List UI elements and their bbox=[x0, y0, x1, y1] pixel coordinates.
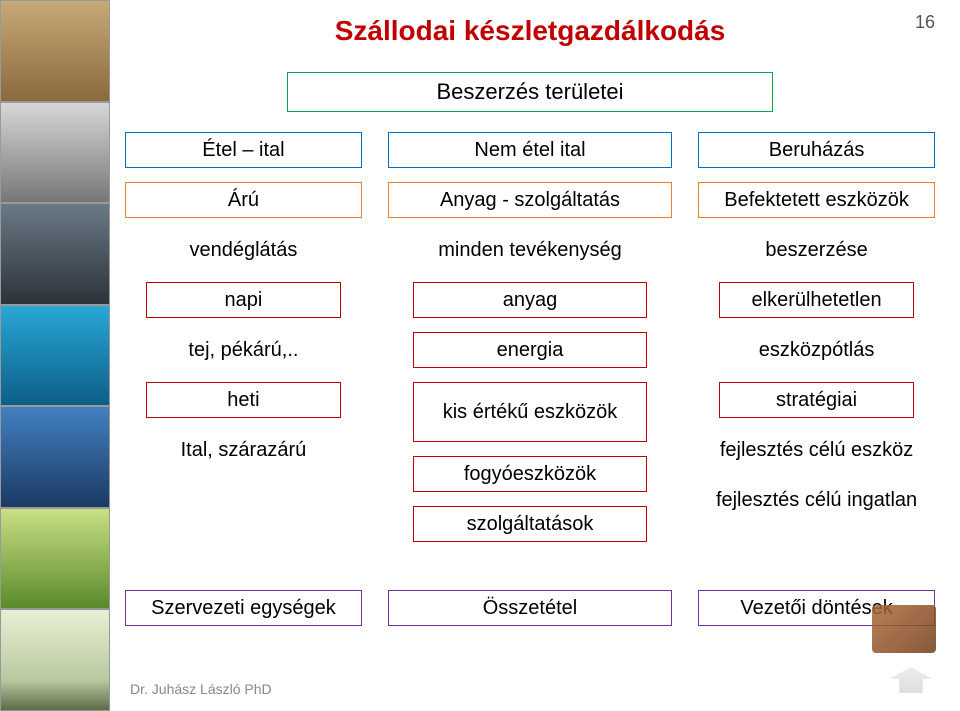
col3-text-beszerzese: beszerzése bbox=[698, 232, 935, 268]
col2-box-fogyo: fogyóeszközök bbox=[413, 456, 646, 492]
page-number: 16 bbox=[915, 12, 935, 33]
col3-box-elkerulhetetlen: elkerülhetetlen bbox=[719, 282, 913, 318]
header-box: Beszerzés területei bbox=[287, 72, 773, 112]
slide-title: Szállodai készletgazdálkodás bbox=[125, 15, 935, 47]
col3-box-beruhazas: Beruházás bbox=[698, 132, 935, 168]
up-arrow-icon bbox=[890, 667, 932, 693]
col1-box-etel-ital: Étel – ital bbox=[125, 132, 362, 168]
col3-box-befektetett: Befektetett eszközök bbox=[698, 182, 935, 218]
column-1: Étel – ital Árú vendéglátás napi tej, pé… bbox=[125, 132, 362, 626]
col2-box-energia: energia bbox=[413, 332, 646, 368]
col2-box-kis-erteku: kis értékű eszközök bbox=[413, 382, 646, 442]
col2-bottom: Összetétel bbox=[388, 590, 672, 626]
diagram-columns: Étel – ital Árú vendéglátás napi tej, pé… bbox=[125, 132, 935, 626]
col3-box-strategiai: stratégiai bbox=[719, 382, 913, 418]
col1-text-vendeglatas: vendéglátás bbox=[125, 232, 362, 268]
col2-box-anyag-szolg: Anyag - szolgáltatás bbox=[388, 182, 672, 218]
col1-box-aru: Árú bbox=[125, 182, 362, 218]
col1-text-tej: tej, pékárú,.. bbox=[125, 332, 362, 368]
col1-bottom: Szervezeti egységek bbox=[125, 590, 362, 626]
col3-text-eszkozpotlas: eszközpótlás bbox=[698, 332, 935, 368]
col1-box-heti: heti bbox=[146, 382, 340, 418]
col1-text-ital: Ital, szárazárú bbox=[125, 432, 362, 468]
col2-box-nem-etel: Nem étel ital bbox=[388, 132, 672, 168]
col3-text-fejlesztes-ingatlan: fejlesztés célú ingatlan bbox=[698, 482, 935, 518]
col1-box-napi: napi bbox=[146, 282, 340, 318]
col3-text-fejlesztes-eszkoz: fejlesztés célú eszköz bbox=[698, 432, 935, 468]
slide-content: Szállodai készletgazdálkodás 16 Beszerzé… bbox=[0, 0, 960, 711]
footer-logo bbox=[872, 605, 936, 653]
footer-author: Dr. Juhász László PhD bbox=[130, 681, 272, 697]
col2-box-anyag: anyag bbox=[413, 282, 646, 318]
col2-text-minden: minden tevékenység bbox=[388, 232, 672, 268]
column-3: Beruházás Befektetett eszközök beszerzés… bbox=[698, 132, 935, 626]
col2-box-szolgaltatasok: szolgáltatások bbox=[413, 506, 646, 542]
column-2: Nem étel ital Anyag - szolgáltatás minde… bbox=[388, 132, 672, 626]
